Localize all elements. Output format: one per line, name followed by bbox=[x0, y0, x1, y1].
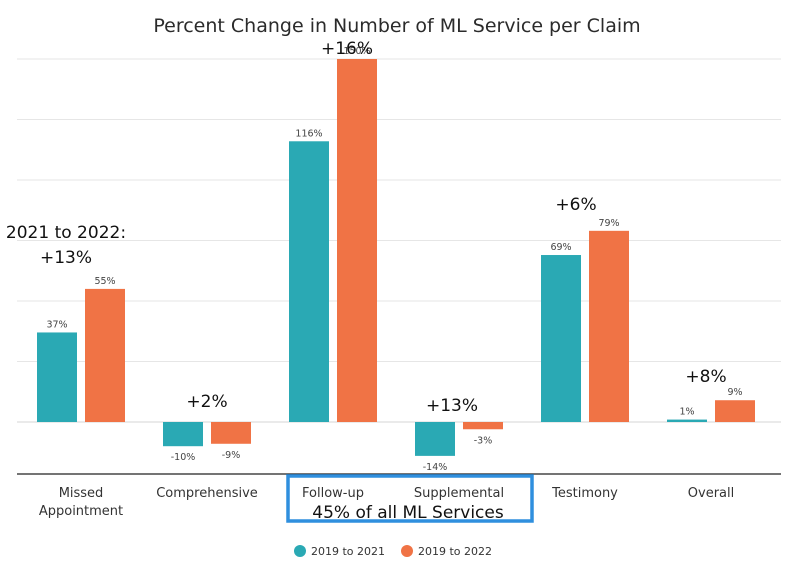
bar-series2 bbox=[589, 230, 629, 422]
category-label: Comprehensive bbox=[156, 486, 258, 501]
bar-series2 bbox=[463, 422, 503, 430]
data-label: 150% bbox=[343, 46, 370, 57]
legend-label: 2019 to 2022 bbox=[418, 545, 492, 558]
highlight-note: 45% of all ML Services bbox=[312, 503, 504, 523]
data-label: -10% bbox=[171, 452, 196, 463]
bar-series2 bbox=[337, 59, 377, 422]
bar-series1 bbox=[289, 141, 329, 422]
change-annotation: +2% bbox=[186, 392, 227, 412]
category-label: Missed bbox=[59, 486, 104, 501]
category-label: Overall bbox=[688, 486, 734, 501]
bar-series1 bbox=[163, 422, 203, 447]
change-annotation: +8% bbox=[685, 367, 726, 387]
change-annotation: +13% bbox=[426, 396, 478, 416]
data-label: 37% bbox=[46, 319, 67, 330]
data-label: -3% bbox=[474, 435, 493, 446]
category-label: Supplemental bbox=[414, 486, 504, 501]
data-labels-group: 37% -10% 116% -14% 69% 1% 55% -9% 150% -3% 79% 9% bbox=[46, 46, 742, 473]
change-annotation: +13% bbox=[40, 248, 92, 268]
legend-label: 2019 to 2021 bbox=[311, 545, 385, 558]
legend: 2019 to 2021 2019 to 2022 bbox=[294, 545, 492, 558]
category-label: Testimony bbox=[551, 486, 618, 501]
data-label: 1% bbox=[679, 407, 694, 418]
change-header: 2021 to 2022: bbox=[6, 223, 126, 243]
category-label: Appointment bbox=[39, 504, 123, 519]
annotations-group: 2021 to 2022: +13% +2% +16% +13% +6% +8% bbox=[6, 39, 727, 416]
bar-series2 bbox=[85, 288, 125, 422]
legend-swatch bbox=[401, 545, 413, 557]
data-label: 69% bbox=[550, 242, 571, 253]
category-label: Follow-up bbox=[302, 486, 364, 501]
highlight-box bbox=[286, 474, 534, 523]
bar-series2 bbox=[211, 422, 251, 444]
bar-series1 bbox=[37, 332, 77, 422]
data-label: 55% bbox=[94, 276, 115, 287]
legend-swatch bbox=[294, 545, 306, 557]
bar-series2 bbox=[715, 400, 755, 422]
bars-group bbox=[37, 59, 755, 456]
bar-series1 bbox=[415, 422, 455, 456]
change-annotation: +6% bbox=[555, 195, 596, 215]
data-label: -9% bbox=[222, 450, 241, 461]
data-label: 9% bbox=[727, 387, 742, 398]
data-label: 79% bbox=[598, 218, 619, 229]
bar-series1 bbox=[541, 255, 581, 422]
grid-lines bbox=[17, 58, 781, 423]
chart-title: Percent Change in Number of ML Service p… bbox=[153, 15, 640, 37]
bar-series1 bbox=[667, 419, 707, 422]
data-label: -14% bbox=[423, 462, 448, 473]
category-labels-group: Missed Appointment Comprehensive Follow-up S… bbox=[39, 486, 734, 519]
change-annotation: +16% bbox=[321, 39, 373, 59]
data-label: 116% bbox=[295, 128, 322, 139]
